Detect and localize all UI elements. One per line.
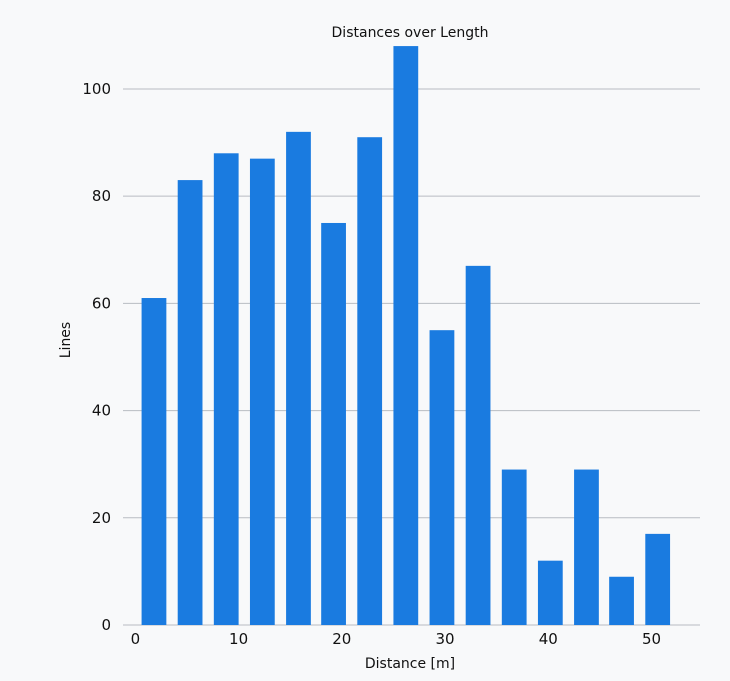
bar-0 — [141, 298, 167, 625]
bar-1 — [177, 180, 203, 625]
y-tick-label: 80 — [92, 187, 111, 205]
bar-5 — [321, 222, 346, 626]
y-tick-labels: 0 20 40 60 80 100 — [82, 80, 111, 634]
y-tick-label: 100 — [82, 80, 111, 98]
chart-title: Distances over Length — [332, 25, 489, 41]
bar-6 — [357, 137, 383, 625]
bar-9 — [465, 265, 491, 625]
bar-7 — [393, 46, 419, 626]
bar-14 — [645, 533, 671, 625]
x-tick-label: 30 — [435, 630, 454, 648]
bar-2 — [213, 153, 239, 626]
y-tick-label: 0 — [101, 616, 111, 634]
bar-11 — [537, 560, 563, 625]
y-tick-label: 20 — [92, 509, 111, 527]
bar-3 — [249, 158, 275, 625]
x-tick-label: 40 — [539, 630, 558, 648]
y-tick-label: 40 — [92, 402, 111, 420]
x-tick-label: 50 — [642, 630, 661, 648]
x-tick-label: 10 — [229, 630, 248, 648]
x-tick-label: 0 — [131, 630, 141, 648]
x-axis-label: Distance [m] — [365, 656, 455, 672]
y-tick-label: 60 — [92, 294, 111, 312]
bar-8 — [429, 330, 455, 625]
y-axis-label: Lines — [58, 322, 74, 358]
bar-13 — [609, 576, 634, 625]
x-tick-labels: 0 10 20 30 40 50 — [131, 630, 661, 648]
bar-10 — [501, 469, 527, 625]
bars — [141, 46, 671, 626]
x-tick-label: 20 — [332, 630, 351, 648]
bar-12 — [574, 469, 599, 625]
bar-4 — [286, 131, 311, 625]
